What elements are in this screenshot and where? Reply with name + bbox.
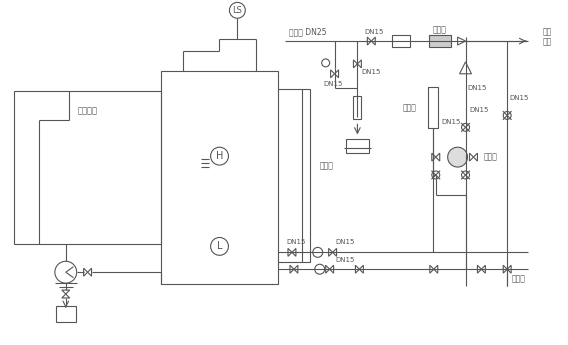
Text: DN15: DN15: [323, 81, 343, 87]
Circle shape: [315, 264, 325, 274]
Bar: [302, 89, 310, 262]
Polygon shape: [460, 62, 471, 74]
Text: 水射器: 水射器: [433, 26, 446, 34]
Polygon shape: [360, 265, 364, 273]
Text: DN15: DN15: [467, 85, 487, 91]
Text: DN15: DN15: [286, 239, 306, 245]
Text: L: L: [217, 241, 222, 252]
Polygon shape: [503, 265, 507, 273]
Polygon shape: [436, 153, 440, 161]
Circle shape: [448, 147, 467, 167]
Polygon shape: [353, 60, 357, 68]
Text: 计量泵: 计量泵: [483, 152, 497, 161]
Circle shape: [211, 147, 228, 165]
Text: DN15: DN15: [336, 257, 355, 263]
Circle shape: [55, 261, 77, 283]
Text: DN15: DN15: [509, 95, 529, 101]
Circle shape: [211, 237, 228, 255]
Polygon shape: [325, 265, 329, 273]
Polygon shape: [83, 268, 87, 276]
Polygon shape: [507, 265, 511, 273]
Bar: [56, 306, 76, 322]
Polygon shape: [329, 248, 333, 256]
Polygon shape: [87, 268, 91, 276]
Bar: [429, 35, 450, 47]
Polygon shape: [371, 37, 375, 45]
Polygon shape: [292, 248, 296, 256]
Polygon shape: [357, 60, 361, 68]
Text: DN15: DN15: [470, 107, 489, 112]
Circle shape: [321, 59, 329, 67]
Polygon shape: [474, 153, 478, 161]
Bar: [428, 87, 438, 128]
Polygon shape: [331, 70, 335, 78]
Text: 自来水: 自来水: [511, 275, 525, 284]
Polygon shape: [430, 265, 434, 273]
Polygon shape: [294, 265, 298, 273]
Polygon shape: [367, 37, 371, 45]
Polygon shape: [335, 70, 339, 78]
Polygon shape: [329, 265, 333, 273]
Text: DN15: DN15: [365, 29, 384, 35]
Circle shape: [313, 247, 323, 257]
Bar: [353, 96, 361, 119]
Polygon shape: [434, 265, 438, 273]
Text: H: H: [216, 151, 223, 161]
Polygon shape: [478, 265, 482, 273]
Polygon shape: [470, 153, 474, 161]
Bar: [14, 91, 161, 244]
Text: DN15: DN15: [336, 239, 355, 245]
Text: 液位管: 液位管: [320, 161, 333, 170]
Text: DN15: DN15: [362, 69, 381, 75]
Polygon shape: [62, 294, 70, 298]
Bar: [345, 139, 369, 153]
Text: 自来水 DN25: 自来水 DN25: [289, 28, 327, 37]
Text: 流量计: 流量计: [403, 103, 417, 112]
Polygon shape: [290, 265, 294, 273]
Polygon shape: [62, 290, 70, 294]
Polygon shape: [356, 265, 360, 273]
Bar: [161, 71, 278, 284]
Polygon shape: [458, 37, 466, 45]
Text: DN15: DN15: [441, 119, 460, 125]
Polygon shape: [482, 265, 486, 273]
Polygon shape: [288, 248, 292, 256]
Bar: [392, 35, 410, 47]
Text: LS: LS: [232, 6, 243, 15]
Text: 至消
毒点: 至消 毒点: [543, 27, 552, 47]
Circle shape: [229, 2, 245, 18]
Polygon shape: [333, 248, 337, 256]
Text: 高位溢流: 高位溢流: [78, 106, 98, 115]
Polygon shape: [432, 153, 436, 161]
